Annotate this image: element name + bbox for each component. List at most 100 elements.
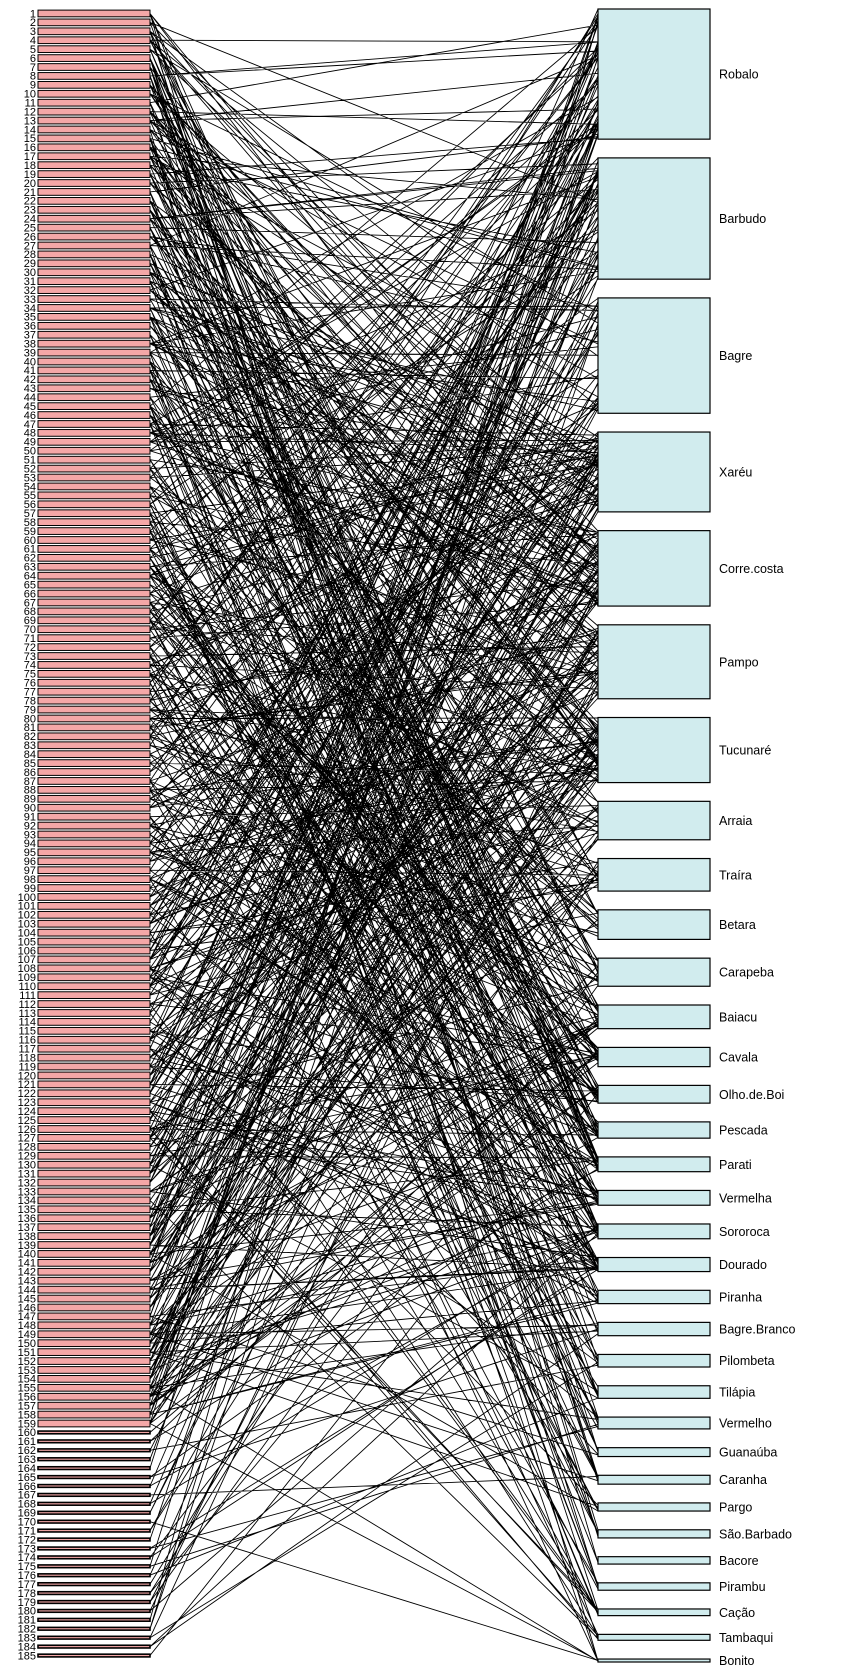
lower-level-boxes [37,9,151,1658]
higher-label: Traíra [719,868,752,882]
lower-label: 2 [30,17,36,29]
lower-box [37,321,151,330]
lower-box [37,1053,151,1062]
lower-label: 32 [24,285,36,297]
lower-box [37,429,151,437]
lower-label: 162 [18,1445,36,1457]
lower-label: 180 [18,1606,36,1618]
lower-box [37,9,151,18]
lower-label: 82 [24,731,36,743]
higher-label: Guanaúba [719,1446,777,1460]
lower-box [37,1303,151,1312]
lower-box [37,857,151,866]
lower-box [37,1035,151,1044]
lower-box [37,1330,151,1339]
lower-label: 38 [24,338,36,350]
lower-label: 154 [18,1374,36,1386]
higher-box [597,857,711,892]
higher-box [597,909,711,941]
lower-box [37,1250,151,1258]
lower-label: 184 [18,1641,36,1653]
lower-box [37,134,151,143]
lower-label: 78 [24,695,36,707]
lower-label: 37 [24,330,36,342]
lower-box [37,910,151,919]
lower-box [37,179,151,187]
lower-label: 102 [18,910,36,922]
lower-label: 149 [18,1329,36,1341]
higher-box [597,1256,711,1273]
lower-label: 72 [24,642,36,654]
lower-level-labels: 1234567891011121314151617181920212223242… [18,8,36,1662]
lower-label: 21 [24,187,36,199]
lower-label: 150 [18,1338,36,1350]
lower-box [37,919,151,928]
lower-box [37,125,151,134]
lower-box [37,1383,151,1392]
lower-label: 75 [24,669,36,681]
lower-box [37,295,151,303]
lower-box [37,1169,151,1178]
lower-box [37,1430,151,1435]
lower-label: 46 [24,410,36,422]
lower-box [37,1653,151,1658]
lower-box [37,1142,151,1151]
lower-label: 135 [18,1204,36,1216]
lower-label: 44 [24,392,36,404]
lower-box [37,973,151,982]
higher-label: Olho.de.Boi [719,1088,784,1102]
lower-label: 140 [18,1249,36,1261]
lower-box [37,1510,151,1515]
lower-box [37,991,151,1000]
lower-label: 168 [18,1499,36,1511]
lower-label: 53 [24,472,36,484]
lower-label: 29 [24,258,36,270]
lower-label: 127 [18,1133,36,1145]
lower-box [37,143,151,152]
lower-box [37,580,151,589]
lower-box [37,330,151,339]
lower-label: 141 [18,1258,36,1270]
lower-label: 67 [24,597,36,609]
lower-box [37,1062,151,1071]
lower-label: 98 [24,874,36,886]
lower-label: 16 [24,142,36,154]
lower-label: 88 [24,785,36,797]
lower-label: 174 [18,1552,36,1564]
lower-box [37,241,151,250]
lower-box [37,616,151,625]
lower-label: 3 [30,26,36,38]
lower-label: 19 [24,169,36,181]
lower-box [37,687,151,696]
lower-box [37,812,151,821]
lower-box [37,1214,151,1223]
lower-box [37,98,151,107]
higher-label: Carapeba [719,966,774,980]
lower-label: 28 [24,249,36,261]
lower-label: 34 [24,303,36,315]
lower-box [37,366,151,375]
lower-label: 178 [18,1588,36,1600]
lower-box [37,1573,151,1578]
lower-label: 58 [24,517,36,529]
lower-label: 43 [24,383,36,395]
higher-box [597,1084,711,1104]
higher-level-labels: Robalo Barbudo Bagre Xaréu Corre.costa Pampo T… [719,68,795,1668]
higher-label: Pescada [719,1124,768,1138]
lower-box [37,89,151,98]
higher-box [597,1289,711,1305]
lower-box [37,45,151,54]
lower-box [37,339,151,348]
lower-label: 79 [24,704,36,716]
lower-label: 152 [18,1356,36,1368]
lower-label: 185 [18,1650,36,1662]
lower-label: 147 [18,1311,36,1323]
lower-box [37,63,151,71]
lower-label: 139 [18,1240,36,1252]
lower-box [37,786,151,794]
lower-box [37,1116,151,1124]
higher-label: Bagre.Branco [719,1323,795,1337]
higher-box [597,1121,711,1139]
lower-label: 103 [18,919,36,931]
higher-box [597,1658,711,1663]
